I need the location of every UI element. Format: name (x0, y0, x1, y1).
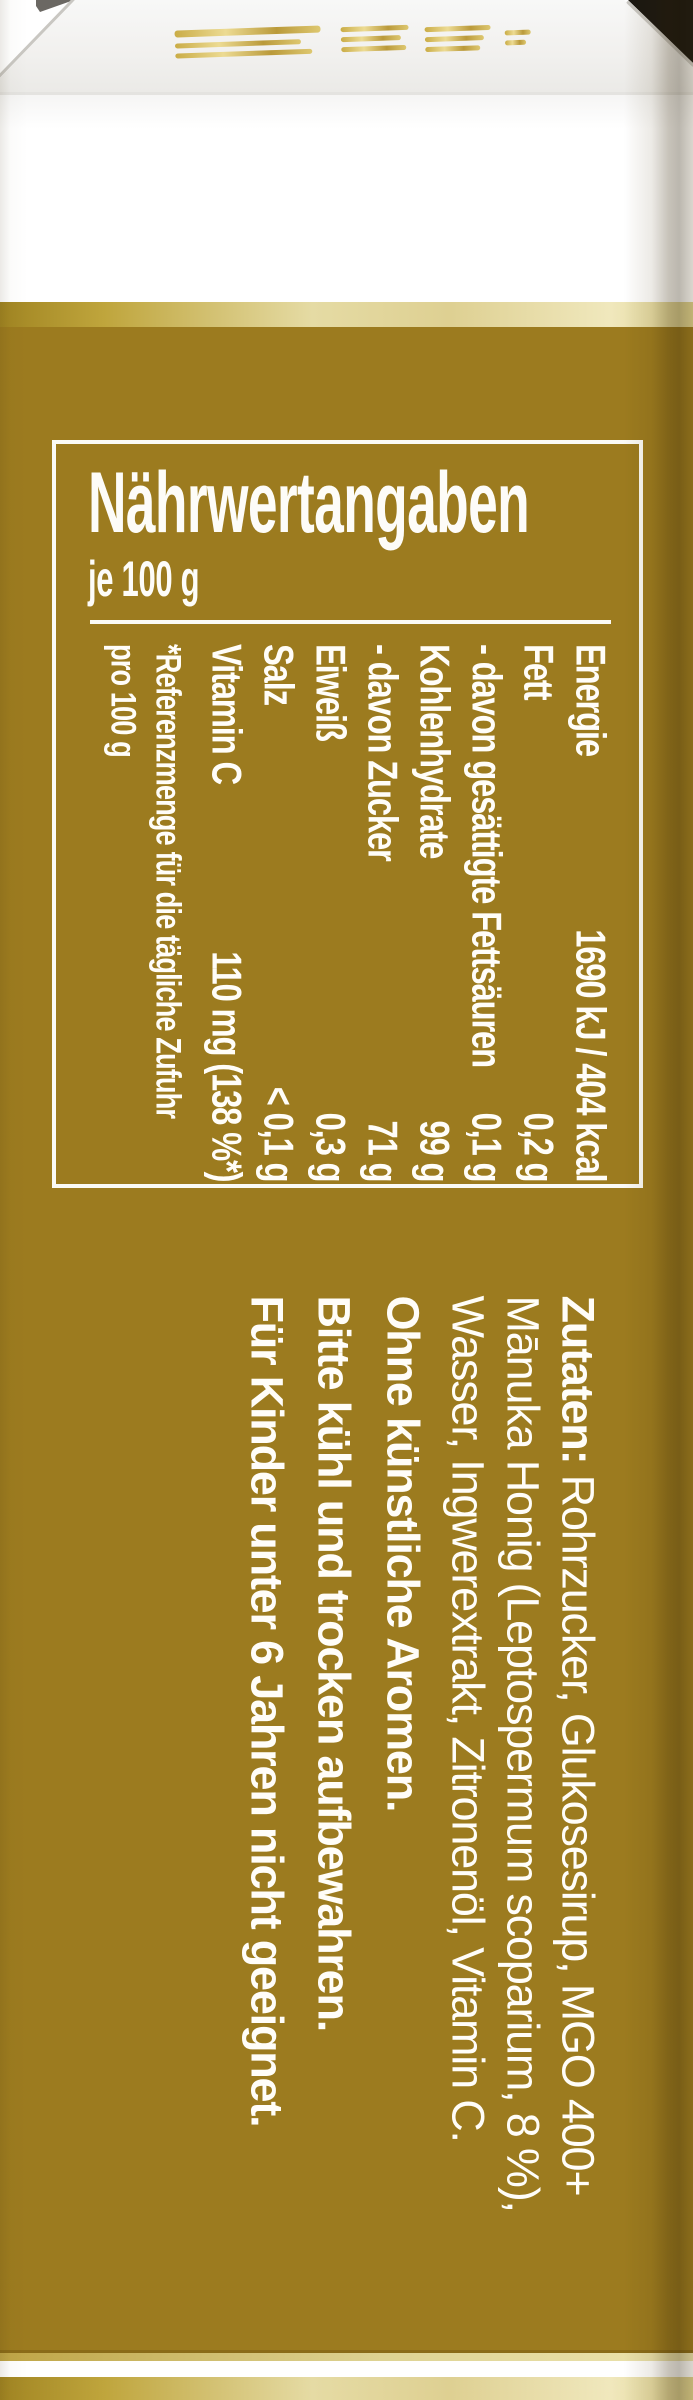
ingredients-text: Rohrzucker, Glukosesirup, MGO 400+ (552, 1463, 604, 2196)
row-value: 1690 kJ / 404 kcal (567, 929, 615, 1182)
reference-footnote-line2: pro 100 g (103, 643, 143, 757)
foil-mark (341, 44, 407, 53)
row-label: - davon gesättigte Fettsäuren (463, 643, 511, 1067)
gold-band-bottom (0, 2377, 693, 2400)
row-value: 0,1 g (463, 1112, 511, 1182)
foil-mark (175, 48, 313, 59)
foil-mark (425, 45, 481, 53)
row-label: Salz (255, 643, 303, 705)
foil-mark (424, 35, 485, 43)
row-label: Fett (515, 643, 563, 700)
white-strip-bottom (0, 2361, 693, 2377)
gold-panel (0, 327, 693, 2353)
row-value: 0,3 g (307, 1112, 355, 1182)
table-row: Vitamin C 110 mg (138 %*) (201, 644, 253, 1181)
box-fold-line (0, 92, 693, 95)
row-label: Vitamin C (203, 643, 251, 784)
nutrition-title: Nährwertangaben (88, 455, 530, 551)
ingredients-label: Zutaten: (552, 1295, 604, 1464)
table-row: Kohlenhydrate 99 g (409, 644, 461, 1181)
ingredients-line: Wasser, Ingwerextrakt, Zitronenöl, Vitam… (442, 1295, 494, 2142)
table-row: Eiweiß 0,3 g (305, 644, 357, 1181)
foil-mark (504, 29, 531, 36)
reference-footnote-line1: *Referenzmenge für die tägliche Zufuhr (148, 643, 188, 1119)
row-label: Kohlenhydrate (411, 643, 459, 859)
table-row: Salz < 0,1 g (253, 644, 305, 1181)
ingredients-line: Zutaten: Rohrzucker, Glukosesirup, MGO 4… (551, 1296, 606, 2290)
ingredients-line: Mānuka Honig (Leptospermum scoparium, 8 … (497, 1295, 549, 2212)
nutrition-rotated-table: Energie 1690 kJ / 404 kcal Fett 0,2 g - … (60, 632, 643, 1190)
table-row: - davon Zucker 71 g (357, 644, 409, 1181)
row-value: 110 mg (138 %*) (203, 951, 251, 1182)
gold-strip-bottom (0, 2353, 693, 2361)
claim-storage-advice: Bitte kühl und trocken aufbewahren. (308, 1295, 360, 2032)
foil-mark (174, 39, 301, 49)
row-value: 99 g (411, 1120, 459, 1182)
row-label: - davon Zucker (359, 643, 407, 861)
table-row: - davon gesättigte Fettsäuren 0,1 g (461, 644, 513, 1181)
row-label: Eiweiß (307, 643, 355, 741)
foil-mark (340, 35, 401, 43)
row-label: Energie (567, 643, 615, 756)
table-row: Fett 0,2 g (513, 644, 565, 1181)
foil-embossed-print (340, 24, 409, 57)
nutrition-rows: Energie 1690 kJ / 404 kcal Fett 0,2 g - … (60, 632, 643, 1190)
nutrition-divider-rule (90, 620, 611, 624)
foil-embossed-print (504, 29, 532, 51)
foil-mark (424, 24, 491, 33)
row-value: < 0,1 g (255, 1086, 303, 1182)
gold-band-top (0, 302, 693, 327)
box-fold-shadow (0, 95, 693, 129)
nutrition-table-border: Nährwertangaben je 100 g Energie 1690 kJ… (52, 440, 643, 1188)
foil-mark (340, 24, 409, 33)
foil-embossed-logo (174, 25, 321, 63)
claim-age-warning: Für Kinder unter 6 Jahren nicht geeignet… (241, 1295, 293, 2127)
table-row: Energie 1690 kJ / 404 kcal (565, 644, 617, 1181)
nutrition-basis: je 100 g (88, 551, 200, 607)
row-value: 71 g (359, 1120, 407, 1182)
foil-embossed-print (424, 24, 491, 57)
row-value: 0,2 g (515, 1112, 563, 1182)
foil-mark (505, 39, 526, 46)
ingredients-and-claims: Zutaten: Rohrzucker, Glukosesirup, MGO 4… (242, 1290, 640, 2290)
claim-no-artificial-flavors: Ohne künstliche Aromen. (377, 1295, 429, 1812)
